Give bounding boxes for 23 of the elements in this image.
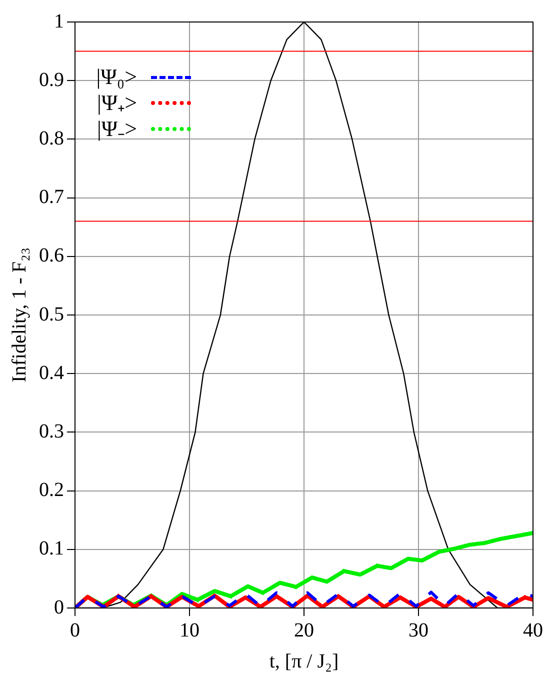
- y-tick-label: 0.1: [39, 538, 64, 560]
- y-axis-title: Infidelity, 1 - F₂₃: [8, 248, 30, 382]
- x-tick-label: 0: [70, 619, 80, 642]
- y-tick-label: 0.2: [39, 479, 64, 502]
- y-tick-label: 0.5: [39, 303, 64, 326]
- y-tick-label: 0.7: [39, 186, 64, 208]
- x-tick-label: 30: [408, 619, 428, 642]
- y-tick-label: 0.6: [39, 244, 64, 267]
- x-tick-label: 40: [523, 619, 543, 642]
- x-tick-label: 20: [294, 619, 314, 642]
- legend-label: |Ψ₊>: [96, 90, 137, 116]
- line-series: [75, 594, 533, 608]
- y-tick-label: 0.4: [39, 362, 64, 384]
- y-tick-label: 0.9: [39, 68, 64, 91]
- legend-label: |Ψ₋>: [96, 116, 137, 142]
- line-series: [75, 590, 533, 608]
- y-tick-label: 0.3: [39, 420, 64, 442]
- x-tick-label: 10: [180, 619, 200, 642]
- y-tick-label: 0.8: [39, 127, 64, 150]
- x-axis-title: t, [π / J₂]: [269, 650, 339, 672]
- y-tick-label: 0: [54, 596, 64, 618]
- legend-label: |Ψ₀>: [95, 64, 137, 90]
- y-tick-label: 1: [54, 10, 64, 32]
